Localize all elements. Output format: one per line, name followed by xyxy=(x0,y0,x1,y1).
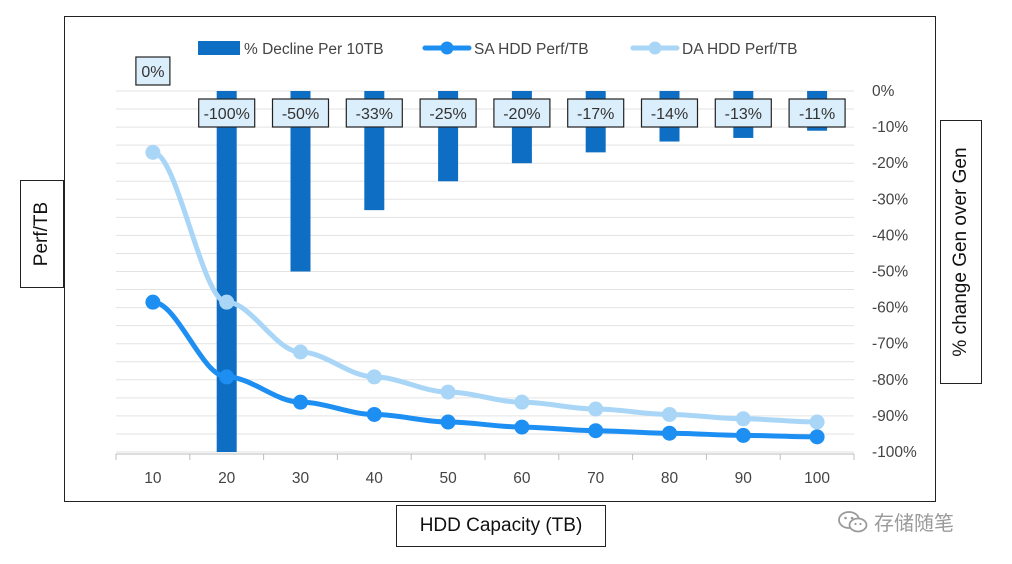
data-labels: 0% -100% -50% -33% -25% -20% -17% -14% -13% -11% xyxy=(135,56,846,128)
data-label-box xyxy=(714,98,772,128)
legend-marker-da-hdd-perf-tb xyxy=(648,41,662,55)
data-label: -17% xyxy=(577,106,614,123)
data-label: -25% xyxy=(429,106,466,123)
da-hdd-perf-tb-point xyxy=(366,369,382,385)
x-tick-label: 40 xyxy=(366,470,384,487)
y-tick-label-right: -10% xyxy=(872,119,908,136)
data-label-box xyxy=(198,98,256,128)
y-tick-label-right: -80% xyxy=(872,372,908,389)
x-tick-label: 20 xyxy=(218,470,236,487)
sa-hdd-perf-tb-point xyxy=(440,414,456,430)
data-label: -20% xyxy=(503,106,540,123)
data-label: -50% xyxy=(282,106,319,123)
line-series xyxy=(145,144,825,445)
da-hdd-perf-tb-point xyxy=(662,406,677,422)
data-label-box xyxy=(493,98,551,128)
y-tick-label-right: -20% xyxy=(872,155,908,172)
legend-label: SA HDD Perf/TB xyxy=(474,41,589,58)
data-label: 0% xyxy=(141,64,164,81)
watermark: 存储随笔 xyxy=(838,507,954,536)
y-tick-label-right: -60% xyxy=(872,300,908,317)
da-hdd-perf-tb-point xyxy=(809,414,825,430)
sa-hdd-perf-tb-point xyxy=(735,427,751,443)
da-hdd-perf-tb-point xyxy=(588,401,604,417)
bar xyxy=(290,91,311,272)
watermark-text: 存储随笔 xyxy=(874,513,954,535)
data-label: -100% xyxy=(204,106,250,123)
legend-marker-sa-hdd-perf-tb xyxy=(440,41,454,55)
sa-hdd-perf-tb-point xyxy=(366,406,382,422)
data-label: -13% xyxy=(725,106,762,123)
sa-hdd-perf-tb-point xyxy=(514,419,530,435)
bar xyxy=(216,91,237,452)
data-label: -11% xyxy=(799,106,835,123)
data-label-box xyxy=(271,98,330,128)
tick-labels: 10 20 30 40 50 60 70 80 90 100 0% -10% -20% -30% -40% -… xyxy=(144,83,917,487)
data-label-box xyxy=(419,98,477,128)
da-hdd-perf-tb-point xyxy=(440,384,456,400)
x-tick-label: 80 xyxy=(661,470,679,487)
y-tick-label-right: 0% xyxy=(872,83,895,100)
x-tick-label: 10 xyxy=(144,470,162,487)
sa-hdd-perf-tb-point xyxy=(293,394,308,410)
x-tick-label: 90 xyxy=(735,470,753,487)
y-axis-right-title: % change Gen over Gen xyxy=(950,147,971,357)
y-tick-label-right: -30% xyxy=(872,191,908,208)
y-axis-left-title-box: Perf/TB xyxy=(20,180,64,288)
y-tick-label-right: -40% xyxy=(872,227,908,244)
legend-swatch--decline-per-10tb xyxy=(198,41,240,55)
da-hdd-perf-tb-point xyxy=(514,394,530,410)
data-label: -14% xyxy=(651,106,688,123)
x-tick-label: 100 xyxy=(804,470,830,487)
x-axis-title: HDD Capacity (TB) xyxy=(419,515,583,536)
wechat-icon xyxy=(838,510,868,532)
x-tick-label: 60 xyxy=(513,470,531,487)
data-label-box xyxy=(135,56,171,86)
sa-hdd-perf-tb-point xyxy=(809,429,825,445)
y-tick-label-right: -50% xyxy=(872,264,908,281)
data-label-box xyxy=(567,98,625,128)
x-axis-title-box: HDD Capacity (TB) xyxy=(396,505,606,547)
sa-hdd-perf-tb-line xyxy=(150,299,820,440)
x-axis xyxy=(115,453,855,460)
data-label-box xyxy=(345,98,403,128)
data-label-box xyxy=(788,98,846,128)
y-axis-right-title-box: % change Gen over Gen xyxy=(940,120,982,384)
sa-hdd-perf-tb-point xyxy=(662,425,677,441)
da-hdd-perf-tb-point xyxy=(145,144,161,160)
da-hdd-perf-tb-point xyxy=(293,344,308,360)
x-tick-label: 30 xyxy=(292,470,310,487)
x-tick-label: 50 xyxy=(439,470,457,487)
y-axis-left-title: Perf/TB xyxy=(31,201,52,267)
sa-hdd-perf-tb-point xyxy=(145,294,161,310)
da-hdd-perf-tb-point xyxy=(735,411,751,427)
legend: % Decline Per 10TB SA HDD Perf/TB DA HDD P… xyxy=(198,41,797,58)
y-tick-label-right: -100% xyxy=(872,444,917,461)
sa-hdd-perf-tb-point xyxy=(219,369,235,385)
y-tick-label-right: -90% xyxy=(872,408,908,425)
legend-label: DA HDD Perf/TB xyxy=(682,41,797,58)
data-label: -33% xyxy=(356,106,393,123)
data-label-box xyxy=(640,98,699,128)
legend-label: % Decline Per 10TB xyxy=(244,41,384,58)
y-tick-label-right: -70% xyxy=(872,336,908,353)
sa-hdd-perf-tb-point xyxy=(588,423,604,439)
x-tick-label: 70 xyxy=(587,470,605,487)
da-hdd-perf-tb-point xyxy=(219,294,235,310)
